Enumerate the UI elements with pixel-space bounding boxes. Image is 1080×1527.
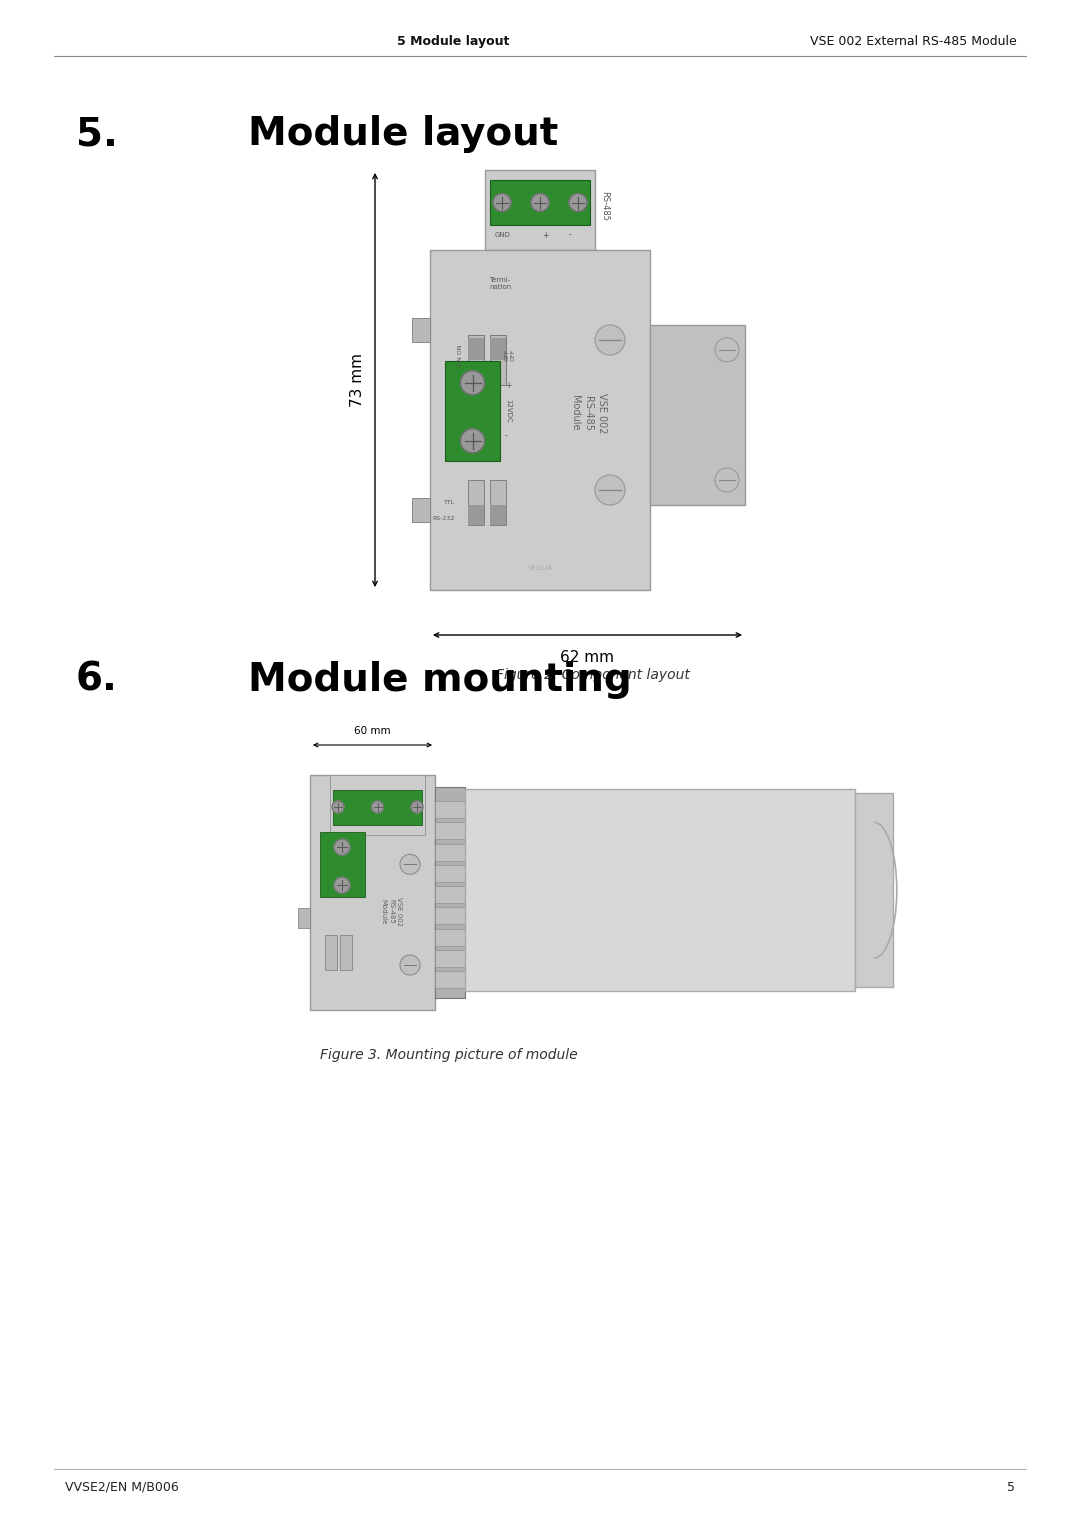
Bar — [490, 479, 507, 525]
Bar — [320, 832, 365, 898]
Bar — [435, 802, 465, 818]
Bar — [490, 180, 590, 224]
Text: VSE 002
RS-485
Module: VSE 002 RS-485 Module — [381, 896, 402, 925]
Bar — [465, 789, 855, 991]
Bar — [435, 950, 465, 967]
Bar — [490, 337, 507, 360]
Text: 5: 5 — [1008, 1481, 1015, 1493]
Circle shape — [569, 194, 588, 212]
Circle shape — [531, 194, 549, 212]
Circle shape — [715, 337, 739, 362]
Text: VSE 002
RS-485
Module: VSE 002 RS-485 Module — [570, 392, 607, 434]
Bar — [435, 822, 465, 840]
Bar — [435, 886, 465, 902]
Bar — [468, 479, 484, 525]
Bar — [490, 334, 507, 385]
Bar — [650, 325, 745, 505]
Bar — [490, 505, 507, 525]
Text: 62 mm: 62 mm — [561, 649, 615, 664]
Circle shape — [411, 802, 423, 812]
Circle shape — [372, 802, 383, 812]
Text: 73 mm: 73 mm — [350, 353, 365, 408]
Circle shape — [332, 802, 345, 812]
Bar — [310, 776, 435, 1009]
Text: Module layout: Module layout — [248, 116, 558, 153]
Text: VEGLIA: VEGLIA — [527, 565, 553, 571]
Circle shape — [460, 429, 485, 454]
Text: VSE 002 External RS-485 Module: VSE 002 External RS-485 Module — [810, 35, 1016, 47]
Bar — [468, 337, 484, 360]
Bar — [435, 907, 465, 924]
Bar — [325, 935, 337, 970]
Text: TTL: TTL — [444, 499, 455, 504]
Text: -: - — [505, 431, 508, 440]
Text: +: + — [505, 382, 511, 391]
Text: 5.: 5. — [76, 116, 118, 153]
Text: 5 Module layout: 5 Module layout — [397, 35, 510, 47]
Bar — [435, 843, 465, 861]
Bar — [430, 250, 650, 589]
Bar — [435, 864, 465, 883]
Bar — [445, 360, 500, 461]
Circle shape — [400, 854, 420, 875]
Bar — [298, 907, 310, 928]
Text: 6.: 6. — [76, 661, 118, 698]
Circle shape — [334, 840, 350, 855]
Bar — [485, 169, 595, 250]
Text: 12VDC: 12VDC — [505, 399, 511, 423]
Text: GND: GND — [495, 232, 511, 238]
Text: Module mounting: Module mounting — [248, 661, 632, 698]
Circle shape — [460, 371, 485, 395]
Circle shape — [595, 475, 625, 505]
Bar — [435, 928, 465, 945]
Bar — [435, 786, 465, 999]
Text: RS-485: RS-485 — [600, 191, 609, 221]
Bar — [468, 334, 484, 385]
Text: VVSE2/EN M/B006: VVSE2/EN M/B006 — [65, 1481, 178, 1493]
Bar — [411, 498, 430, 522]
Bar — [855, 793, 893, 986]
Bar — [435, 971, 465, 988]
Text: OFF
OFF: OFF OFF — [505, 348, 516, 360]
Bar — [468, 505, 484, 525]
Text: -: - — [569, 231, 571, 240]
Text: Figure 3. Mounting picture of module: Figure 3. Mounting picture of module — [320, 1048, 578, 1061]
Circle shape — [400, 954, 420, 976]
Bar — [411, 318, 430, 342]
Text: ON ON: ON ON — [458, 344, 463, 366]
Circle shape — [715, 467, 739, 492]
Circle shape — [595, 325, 625, 354]
Text: RS-232: RS-232 — [433, 516, 455, 521]
Circle shape — [334, 876, 350, 893]
Bar — [340, 935, 352, 970]
Text: +: + — [542, 231, 549, 240]
Text: Figure 2. Component layout: Figure 2. Component layout — [496, 667, 690, 683]
Bar — [333, 789, 422, 825]
Text: Termi-
nation: Termi- nation — [489, 276, 511, 290]
Circle shape — [492, 194, 511, 212]
Bar — [330, 776, 426, 835]
Text: 60 mm: 60 mm — [354, 725, 391, 736]
